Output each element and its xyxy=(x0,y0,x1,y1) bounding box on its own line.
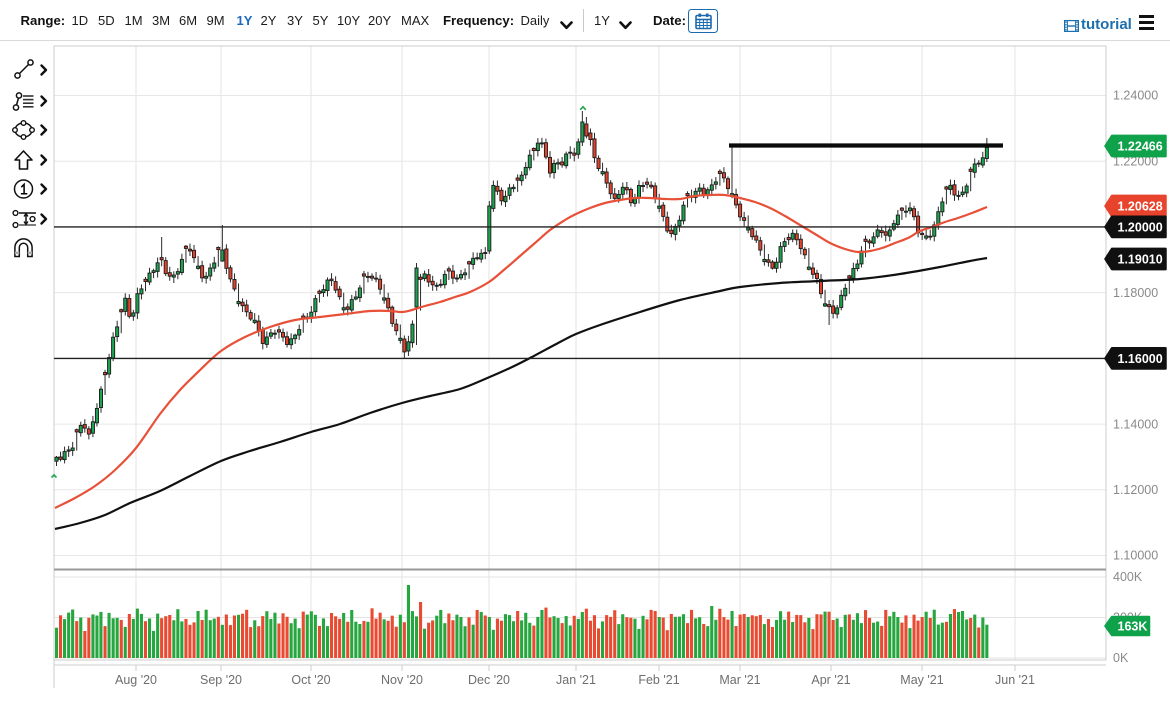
svg-text:1.22466: 1.22466 xyxy=(1118,140,1163,154)
svg-text:Dec '20: Dec '20 xyxy=(468,673,510,687)
svg-text:Oct '20: Oct '20 xyxy=(291,673,330,687)
svg-text:1.14000: 1.14000 xyxy=(1113,417,1158,431)
svg-text:Jun '21: Jun '21 xyxy=(995,673,1035,687)
svg-text:1.16000: 1.16000 xyxy=(1118,352,1163,366)
svg-text:1.20000: 1.20000 xyxy=(1118,220,1163,234)
svg-text:163K: 163K xyxy=(1118,620,1148,634)
svg-text:1.10000: 1.10000 xyxy=(1113,549,1158,563)
svg-text:Sep '20: Sep '20 xyxy=(200,673,242,687)
svg-text:Jan '21: Jan '21 xyxy=(556,673,596,687)
svg-text:0K: 0K xyxy=(1113,651,1129,665)
svg-text:1.19010: 1.19010 xyxy=(1118,253,1163,267)
svg-text:1.12000: 1.12000 xyxy=(1113,483,1158,497)
svg-text:400K: 400K xyxy=(1113,570,1143,584)
svg-text:1.22000: 1.22000 xyxy=(1113,154,1158,168)
svg-text:1.20628: 1.20628 xyxy=(1118,200,1163,214)
svg-text:Aug '20: Aug '20 xyxy=(115,673,157,687)
svg-text:1.24000: 1.24000 xyxy=(1113,89,1158,103)
svg-text:Mar '21: Mar '21 xyxy=(719,673,760,687)
svg-text:May '21: May '21 xyxy=(900,673,943,687)
svg-text:Feb '21: Feb '21 xyxy=(638,673,679,687)
svg-text:1.18000: 1.18000 xyxy=(1113,286,1158,300)
svg-text:Apr '21: Apr '21 xyxy=(811,673,850,687)
svg-text:Nov '20: Nov '20 xyxy=(381,673,423,687)
